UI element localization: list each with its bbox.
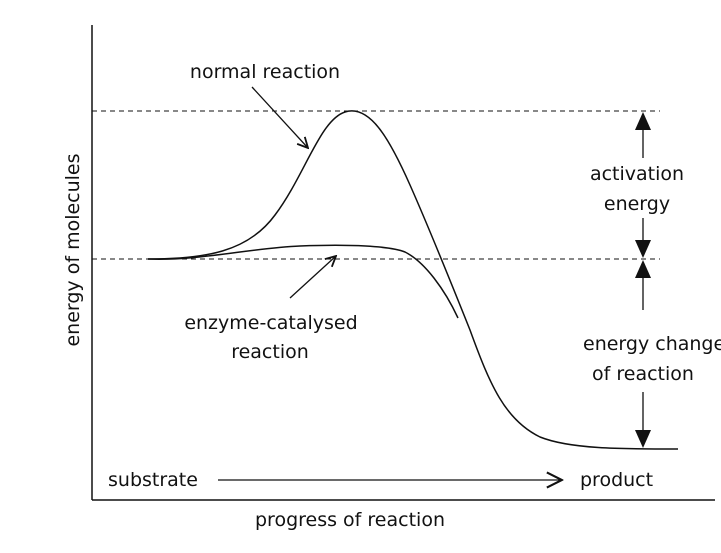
energy-change-label-line1: energy change	[583, 333, 721, 355]
activation-arrowhead-bottom	[635, 240, 651, 258]
normal-reaction-pointer	[251, 86, 308, 148]
energy-change-arrowhead-top	[635, 260, 651, 278]
enzyme-reaction-pointer	[289, 256, 336, 299]
enzyme-reaction-label-line2: reaction	[231, 341, 309, 363]
substrate-label: substrate	[108, 469, 198, 491]
energy-change-label-line2: of reaction	[592, 363, 694, 385]
x-axis-label: progress of reaction	[255, 509, 445, 531]
normal-reaction-curve	[147, 110, 679, 450]
enzyme-reaction-curve	[147, 244, 459, 319]
activation-energy-label-line2: energy	[604, 193, 670, 215]
energy-change-arrowhead-bottom	[635, 430, 651, 448]
activation-arrowhead-top	[635, 112, 651, 130]
y-axis-label: energy of molecules	[62, 153, 84, 346]
normal-reaction-label: normal reaction	[190, 61, 340, 83]
enzyme-reaction-label-line1: enzyme-catalysed	[184, 312, 357, 334]
activation-energy-label-line1: activation	[590, 163, 684, 185]
product-label: product	[580, 469, 653, 491]
